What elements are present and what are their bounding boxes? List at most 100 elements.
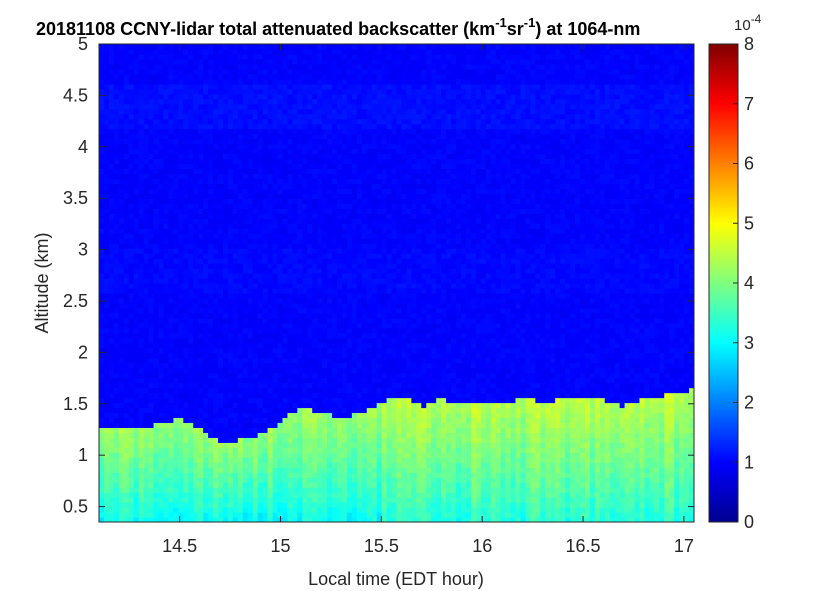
heat-cell bbox=[222, 297, 229, 304]
heat-cell bbox=[198, 502, 204, 508]
heat-cell bbox=[297, 133, 303, 140]
heat-cell bbox=[158, 307, 165, 314]
heat-cell bbox=[307, 357, 313, 364]
heat-cell bbox=[143, 153, 150, 160]
heat-cell bbox=[322, 407, 328, 414]
heat-cell bbox=[312, 512, 318, 518]
heat-cell bbox=[322, 48, 328, 55]
heat-cell bbox=[193, 178, 199, 185]
heat-cell bbox=[272, 432, 279, 438]
heat-cell bbox=[322, 93, 328, 100]
heat-cell bbox=[108, 258, 115, 264]
heat-cell bbox=[292, 432, 298, 438]
heat-cell bbox=[108, 193, 115, 199]
heat-cell bbox=[237, 133, 244, 140]
heat-cell bbox=[297, 58, 303, 65]
heat-cell bbox=[351, 178, 358, 185]
heat-cell bbox=[252, 392, 259, 399]
heat-cell bbox=[178, 223, 184, 229]
heat-cell bbox=[337, 168, 343, 175]
heat-cell bbox=[198, 228, 204, 234]
heat-cell bbox=[133, 372, 140, 379]
heat-cell bbox=[178, 268, 184, 274]
heat-cell bbox=[178, 83, 184, 90]
heat-cell bbox=[232, 73, 239, 80]
heat-cell bbox=[178, 44, 184, 50]
heat-cell bbox=[317, 487, 323, 493]
heat-cell bbox=[138, 83, 145, 90]
heat-cell bbox=[346, 83, 353, 90]
heat-cell bbox=[322, 497, 328, 503]
heat-cell bbox=[188, 312, 194, 319]
heat-cell bbox=[277, 487, 284, 493]
heat-cell bbox=[351, 372, 358, 379]
heat-cell bbox=[198, 133, 204, 140]
heat-cell bbox=[168, 218, 174, 224]
heat-cell bbox=[99, 437, 105, 443]
heat-cell bbox=[252, 457, 259, 463]
heat-cell bbox=[277, 178, 284, 185]
heat-cell bbox=[148, 118, 155, 125]
heat-cell bbox=[138, 143, 145, 150]
heat-cell bbox=[267, 128, 274, 135]
heat-cell bbox=[168, 113, 174, 120]
heat-cell bbox=[312, 467, 318, 473]
heat-cell bbox=[168, 347, 174, 354]
heat-cell bbox=[178, 497, 184, 503]
heat-cell bbox=[297, 372, 303, 379]
heat-cell bbox=[341, 422, 348, 428]
heat-cell bbox=[272, 193, 279, 199]
heat-cell bbox=[178, 512, 184, 518]
heat-cell bbox=[242, 477, 249, 483]
heat-cell bbox=[203, 347, 209, 354]
heat-cell bbox=[287, 188, 293, 194]
heat-cell bbox=[351, 442, 358, 448]
heat-cell bbox=[257, 377, 264, 384]
heat-cell bbox=[237, 412, 244, 419]
heat-cell bbox=[282, 367, 289, 374]
heat-cell bbox=[262, 128, 269, 135]
heat-cell bbox=[282, 203, 289, 209]
heat-cell bbox=[208, 427, 214, 433]
heat-cell bbox=[267, 302, 274, 309]
heat-cell bbox=[297, 432, 303, 438]
heat-cell bbox=[218, 377, 224, 384]
heat-cell bbox=[143, 412, 150, 419]
heat-cell bbox=[198, 372, 204, 379]
heat-cell bbox=[133, 178, 140, 185]
heat-cell bbox=[297, 342, 303, 349]
heat-cell bbox=[178, 417, 184, 424]
heat-cell bbox=[302, 452, 308, 458]
heat-cell bbox=[346, 88, 353, 95]
heat-cell bbox=[292, 487, 298, 493]
heat-cell bbox=[341, 342, 348, 349]
heat-cell bbox=[208, 213, 214, 219]
heat-cell bbox=[222, 332, 229, 339]
heat-cell bbox=[198, 63, 204, 70]
heat-cell bbox=[307, 68, 313, 75]
heat-cell bbox=[143, 193, 150, 199]
heat-cell bbox=[252, 472, 259, 478]
heat-cell bbox=[267, 422, 274, 428]
heat-cell bbox=[277, 203, 284, 209]
heat-cell bbox=[322, 243, 328, 249]
heat-cell bbox=[173, 108, 179, 115]
heat-cell bbox=[128, 58, 135, 65]
heat-cell bbox=[272, 243, 279, 249]
heat-cell bbox=[227, 273, 234, 279]
heat-cell bbox=[213, 48, 219, 55]
heat-cell bbox=[143, 48, 150, 55]
heat-cell bbox=[277, 68, 284, 75]
heat-cell bbox=[123, 412, 130, 419]
heat-cell bbox=[158, 208, 165, 214]
heat-cell bbox=[133, 248, 140, 254]
heat-cell bbox=[307, 302, 313, 309]
heat-cell bbox=[297, 402, 303, 409]
heat-cell bbox=[267, 168, 274, 175]
heat-cell bbox=[213, 287, 219, 294]
heat-cell bbox=[108, 63, 115, 70]
heat-cell bbox=[163, 83, 170, 90]
heat-cell bbox=[143, 367, 150, 374]
heat-cell bbox=[267, 163, 274, 170]
heat-cell bbox=[242, 402, 249, 409]
